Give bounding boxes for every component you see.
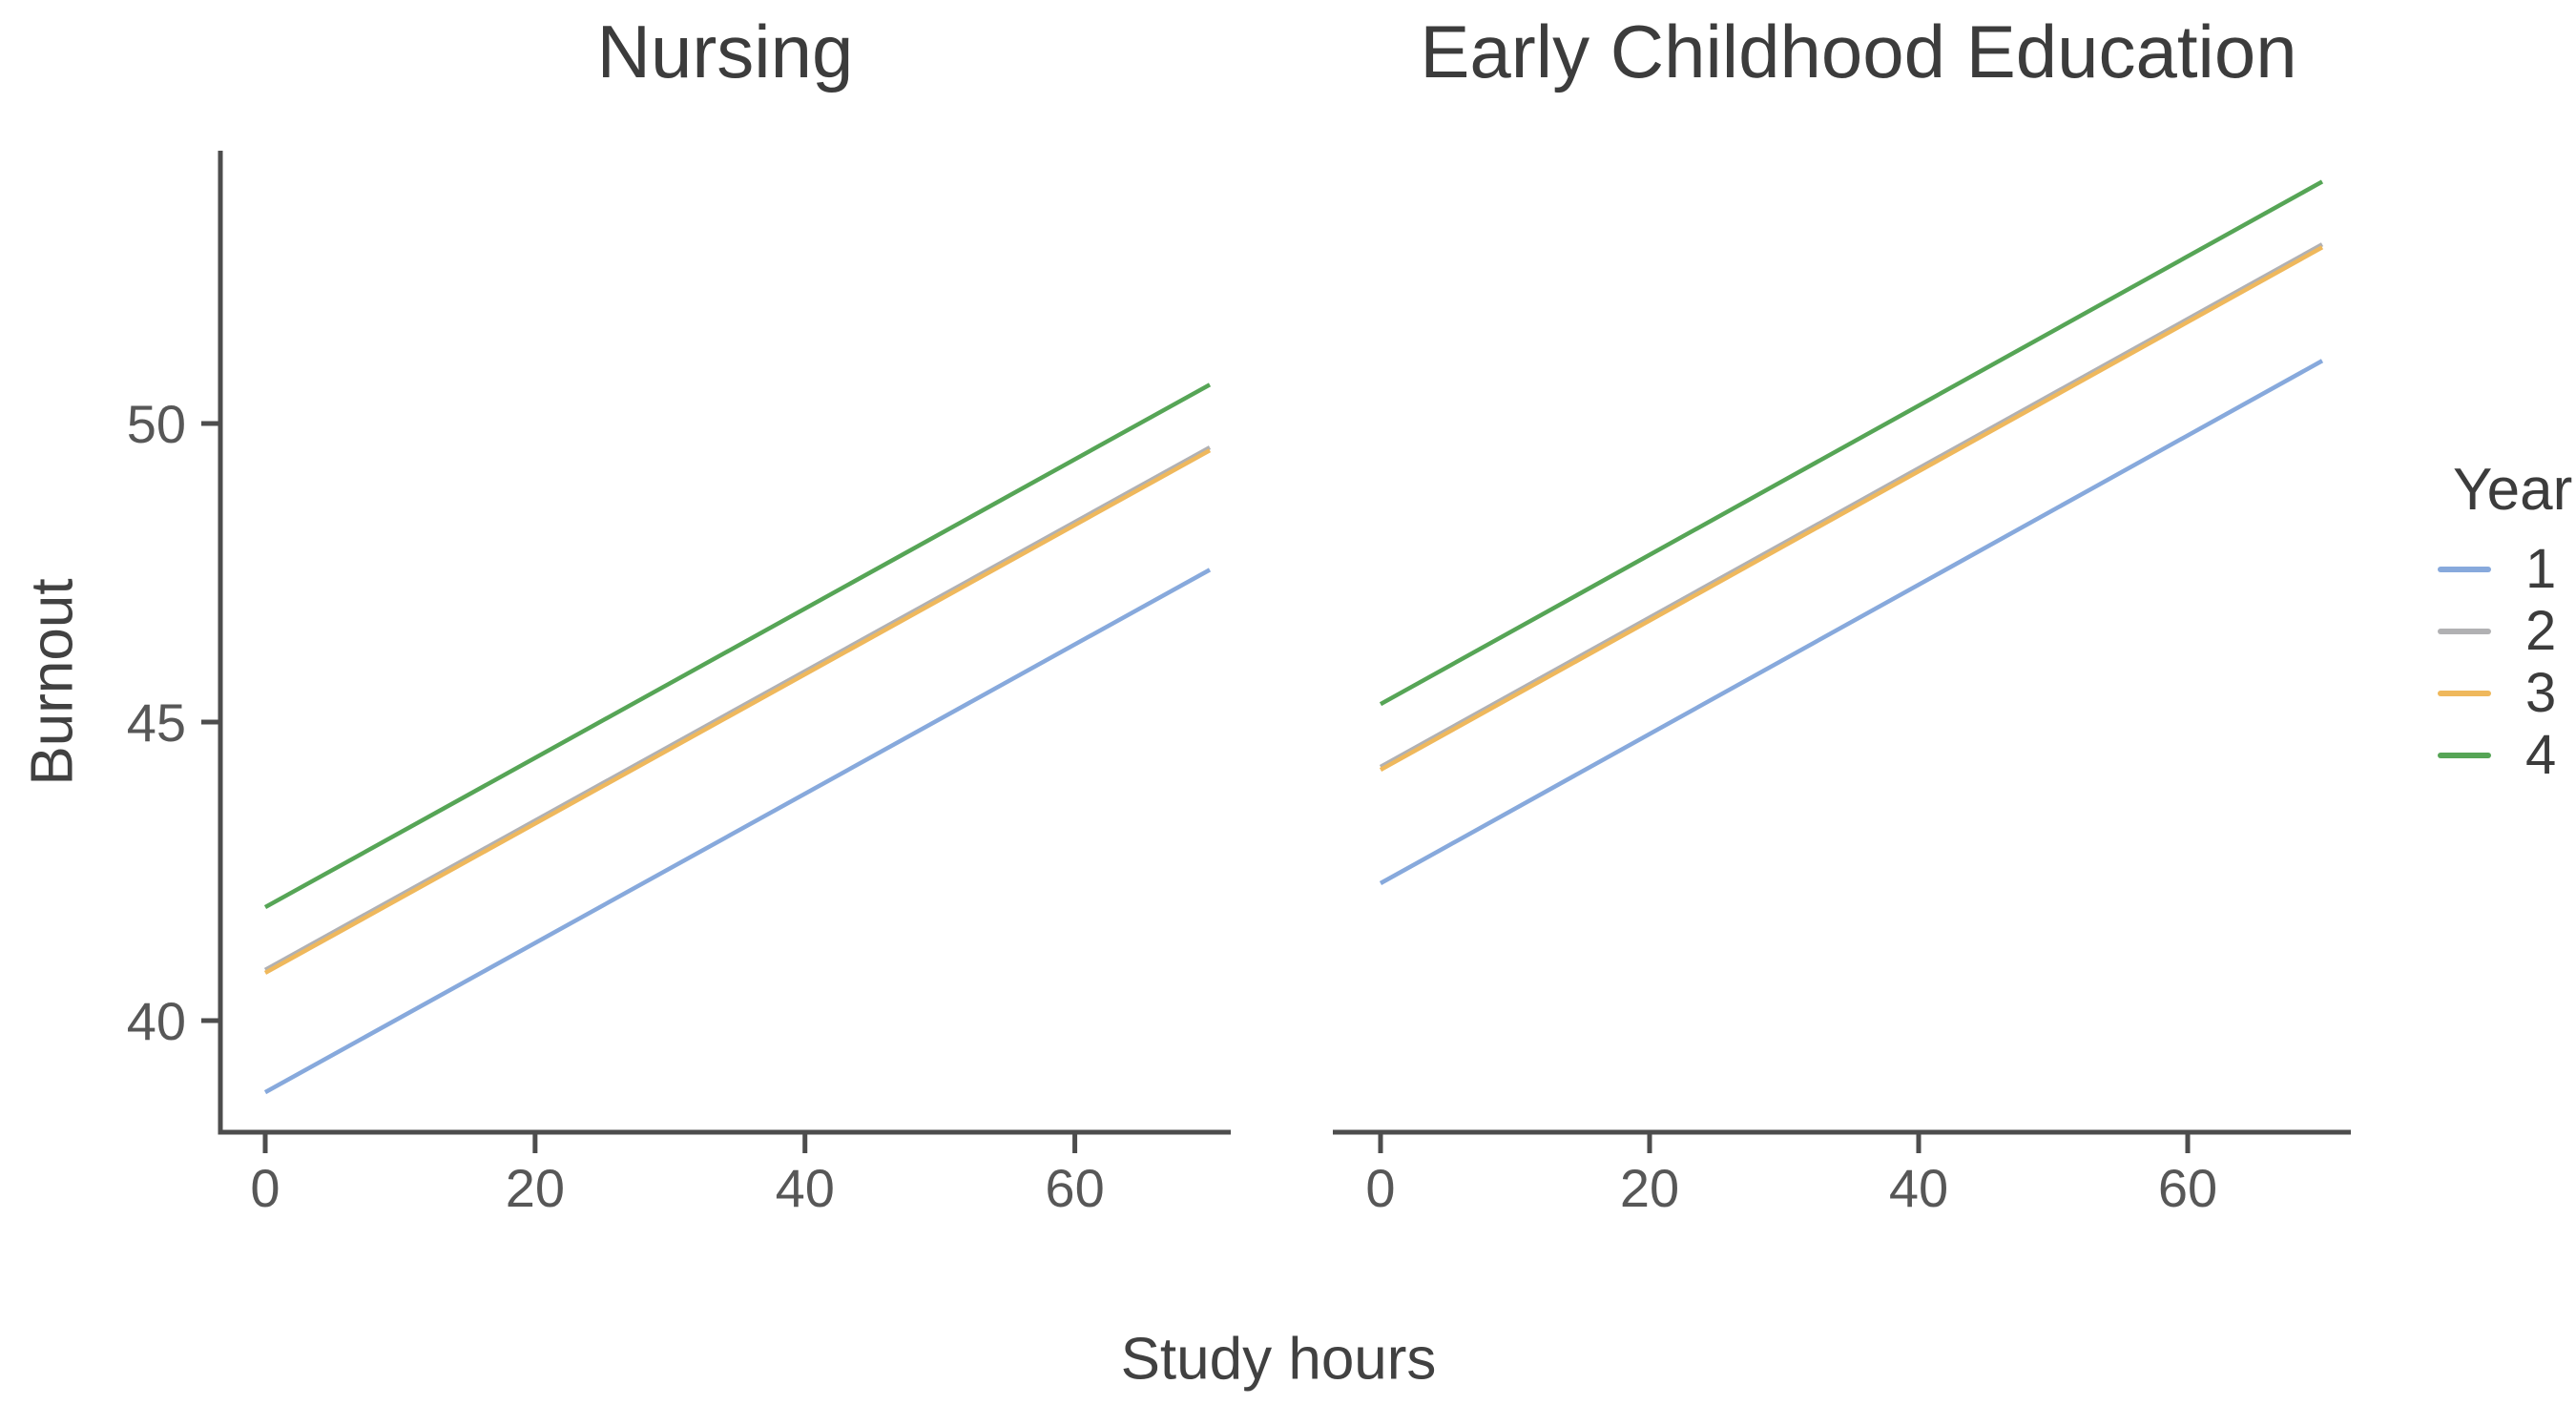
legend-item-year-2: 2	[2428, 600, 2576, 662]
series-line-year-4	[1379, 179, 2324, 707]
legend-item-label: 3	[2525, 662, 2557, 724]
x-axis-tick-label: 60	[1045, 1158, 1104, 1218]
legend-item-year-1: 1	[2428, 538, 2576, 600]
series-line-year-4	[263, 382, 1212, 910]
x-axis-tick-label: 0	[1365, 1158, 1395, 1218]
x-axis-tick-label: 20	[1620, 1158, 1679, 1218]
series-line-year-3	[263, 448, 1212, 975]
y-axis-tick-label: 50	[127, 394, 186, 454]
series-line-year-2	[1379, 242, 2324, 769]
legend: Year 1 2 3 4	[2428, 456, 2576, 786]
y-axis-tick-label: 45	[127, 692, 186, 753]
legend-item-year-3: 3	[2428, 662, 2576, 724]
y-axis-label: Burnout	[19, 578, 86, 786]
x-axis-tick-label: 40	[776, 1158, 835, 1218]
series-line-year-1	[1379, 359, 2324, 885]
panel-title-nursing: Nursing	[596, 10, 854, 93]
series-line-year-2	[263, 445, 1212, 972]
x-axis-label: Study hours	[1120, 1326, 1437, 1393]
series-line-year-3	[1379, 245, 2324, 773]
x-axis-tick-label: 0	[250, 1158, 280, 1218]
y-axis-tick-label: 40	[127, 991, 186, 1051]
x-axis-tick-label: 40	[1889, 1158, 1948, 1218]
legend-item-year-4: 4	[2428, 724, 2576, 786]
legend-line-swatch-year-1	[2438, 566, 2491, 572]
x-axis-tick-label: 20	[506, 1158, 565, 1218]
legend-line-swatch-year-2	[2438, 628, 2491, 634]
legend-item-label: 1	[2525, 538, 2557, 600]
legend-title: Year	[2453, 457, 2573, 523]
panel-title-early-childhood-education: Early Childhood Education	[1420, 10, 2297, 93]
legend-line-swatch-year-3	[2438, 690, 2491, 696]
series-line-year-1	[263, 568, 1212, 1095]
legend-line-swatch-year-4	[2438, 752, 2491, 758]
legend-item-label: 4	[2525, 724, 2557, 786]
legend-item-label: 2	[2525, 600, 2557, 662]
x-axis-tick-label: 60	[2158, 1158, 2217, 1218]
